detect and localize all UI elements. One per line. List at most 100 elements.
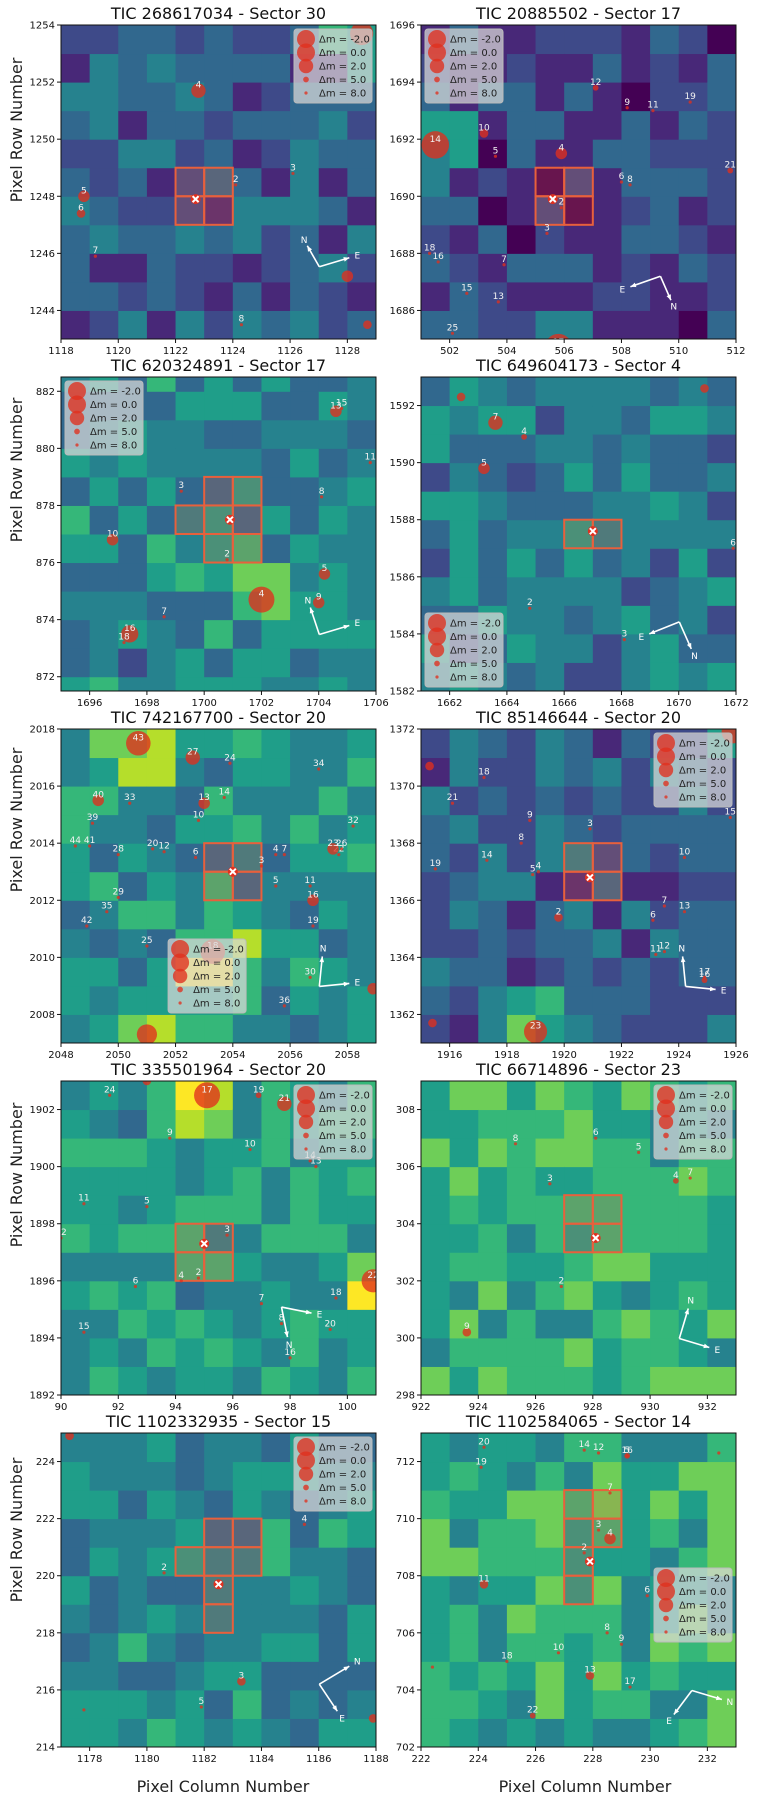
star-label: 14 <box>219 788 231 798</box>
pixel-cell <box>449 729 479 759</box>
legend-marker <box>658 1114 674 1130</box>
pixel-cell <box>421 1252 451 1282</box>
x-tick-label: 1180 <box>134 1754 159 1765</box>
x-tick-label: 1120 <box>106 346 131 357</box>
pixel-cell <box>232 1433 262 1463</box>
pixel-cell <box>146 377 177 392</box>
pixel-cell <box>175 676 205 691</box>
pixel-cell <box>678 1366 708 1395</box>
legend-box <box>653 1084 733 1160</box>
pixel-cell <box>592 434 622 464</box>
pixel-cell <box>449 253 479 283</box>
pixel-cell <box>118 1166 148 1196</box>
pixel-cell <box>175 1109 205 1139</box>
pixel-cell <box>478 1195 508 1225</box>
pixel-cell <box>564 53 594 83</box>
pixel-cell <box>89 928 119 958</box>
star-label: 2 <box>556 907 562 917</box>
star-marker <box>168 1136 172 1140</box>
aperture-pixel <box>563 518 594 550</box>
pixel-cell <box>146 167 177 197</box>
pixel-cell <box>449 928 479 958</box>
star-marker <box>351 824 355 828</box>
star-label: 4 <box>259 590 265 600</box>
pixel-cell <box>261 505 291 535</box>
pixel-cell <box>592 757 622 787</box>
pixel-cell <box>146 676 177 691</box>
pixel-cell <box>678 1461 708 1491</box>
pixel-cell <box>621 729 651 759</box>
star-label: 40 <box>93 790 105 800</box>
star-marker <box>248 586 275 613</box>
pixel-cell <box>535 985 565 1015</box>
star-marker <box>337 853 341 857</box>
pixel-cell <box>261 648 291 678</box>
panel-title: TIC 268617034 - Sector 30 <box>110 4 326 23</box>
pixel-cell <box>118 139 148 169</box>
pixel-cell <box>650 1309 680 1339</box>
star-label: 8 <box>627 175 633 185</box>
star-marker <box>122 640 126 645</box>
pixel-cell <box>146 253 177 283</box>
pixel-cell <box>204 729 234 759</box>
star-marker <box>145 944 149 948</box>
x-tick-label: 1182 <box>191 1754 216 1765</box>
legend-entry: Δm = 8.0 <box>679 1145 726 1156</box>
star-marker <box>700 384 709 393</box>
panel-7: 234567891011121314151617181920212224NEΔm… <box>30 1060 377 1413</box>
legend-entry: Δm = 2.0 <box>319 1118 366 1129</box>
pixel-cell <box>650 310 680 339</box>
pixel-cell <box>564 1014 594 1043</box>
star-label: 11 <box>304 876 315 886</box>
pixel-cell <box>232 1689 262 1719</box>
legend-marker <box>663 1132 669 1139</box>
star-marker <box>312 596 325 609</box>
star-marker <box>199 1705 203 1709</box>
pixel-cell <box>61 1138 91 1168</box>
star-label: 10 <box>107 530 119 540</box>
pixel-cell <box>146 224 177 254</box>
pixel-cell <box>261 25 291 55</box>
pixel-cell <box>261 1661 291 1691</box>
pixel-cell <box>478 1632 508 1662</box>
star-label: 15 <box>336 398 347 408</box>
pixel-cell <box>61 1604 91 1634</box>
axes-frame <box>420 1080 737 1396</box>
pixel-cell <box>592 53 622 83</box>
pixel-cell <box>89 1223 119 1253</box>
pixel-cell <box>318 377 348 392</box>
pixel-cell <box>478 1604 508 1634</box>
legend-entry: Δm = -2.0 <box>193 945 244 956</box>
pixel-cell <box>478 1337 508 1367</box>
pixel-cell <box>232 419 262 449</box>
pixel-cell <box>678 462 708 492</box>
x-tick-label: 1916 <box>437 1050 462 1061</box>
star-label: 8 <box>319 487 325 497</box>
star-marker <box>368 461 372 465</box>
axes-frame <box>420 1432 737 1748</box>
pixel-cell <box>449 1223 479 1253</box>
pixel-cell <box>506 110 537 140</box>
pixel-cell <box>318 1604 348 1634</box>
pixel-cell <box>707 1366 736 1395</box>
pixel-cell <box>318 1632 348 1662</box>
star-label: 44 <box>70 836 82 846</box>
star-label: 3 <box>259 856 265 866</box>
legend: Δm = -2.0Δm = 0.0Δm = 2.0Δm = 5.0Δm = 8.… <box>64 380 144 456</box>
pixel-cell <box>506 1195 537 1225</box>
pixel-cell <box>89 1518 119 1548</box>
pixel-cell <box>478 786 508 816</box>
pixel-cell <box>678 1166 708 1196</box>
pixel-cell <box>61 1461 91 1491</box>
pixel-cell <box>89 1547 119 1577</box>
star-marker <box>116 895 120 900</box>
pixel-cell <box>261 676 291 691</box>
x-tick-label: 228 <box>583 1754 602 1765</box>
pixel-cell <box>564 434 594 464</box>
pixel-cell <box>621 1280 651 1310</box>
pixel-cell <box>89 1014 119 1043</box>
pixel-cell <box>175 110 205 140</box>
legend-marker <box>303 76 309 83</box>
aperture-pixel <box>591 842 623 873</box>
x-tick-label: 922 <box>411 1402 430 1413</box>
